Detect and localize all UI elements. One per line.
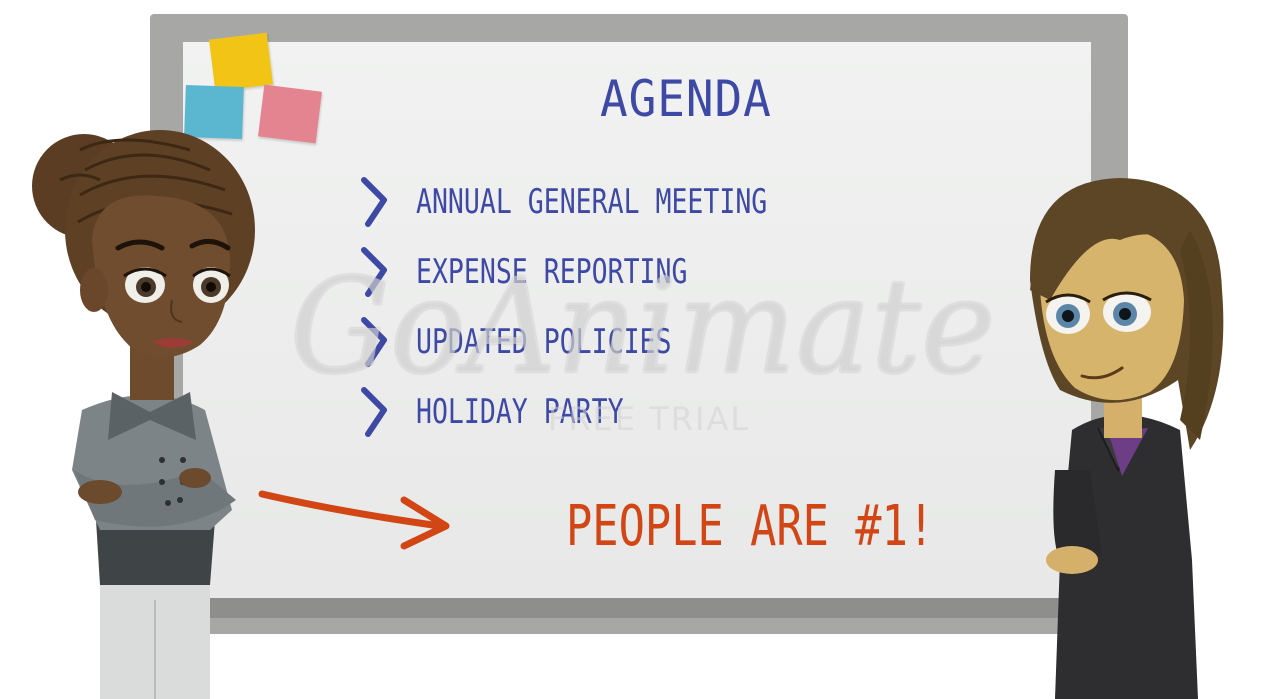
watermark-logo: GoAnimate [290, 250, 996, 404]
chevron-right-icon [361, 247, 387, 297]
chevron-right-icon [361, 387, 387, 437]
highlight-message: PEOPLE ARE #1! [566, 494, 935, 559]
chevron-right-icon [361, 177, 387, 227]
agenda-item-label: ANNUAL GENERAL MEETING [416, 182, 768, 222]
whiteboard-surface [183, 42, 1091, 598]
agenda-item-label: EXPENSE REPORTING [416, 252, 688, 292]
whiteboard-ledge [195, 598, 1085, 618]
agenda-title: AGENDA [600, 70, 772, 128]
agenda-item-label: HOLIDAY PARTY [416, 392, 624, 432]
chevron-right-icon [361, 317, 387, 367]
watermark-trial-label: FREE TRIAL [548, 400, 751, 438]
agenda-item-label: UPDATED POLICIES [416, 322, 672, 362]
